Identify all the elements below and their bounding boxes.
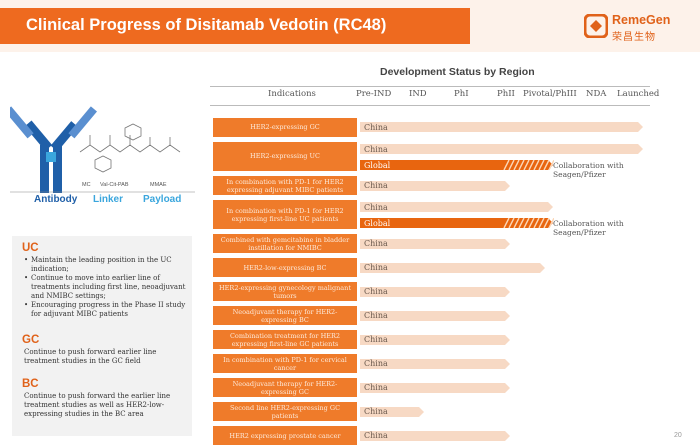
legend-payload: Payload	[143, 194, 182, 205]
region-label: China	[364, 407, 388, 417]
indication-box: HER2-expressing GC	[213, 118, 357, 137]
indication-box: HER2-expressing UC	[213, 142, 357, 171]
chem-label-vcpab: Val-Cit-PAB	[100, 182, 129, 188]
indication-box: Combination treatment for HER2 expressin…	[213, 330, 357, 350]
strategy-panel: UC Maintain the leading position in the …	[12, 236, 192, 436]
column-indications: Indications	[268, 89, 316, 99]
china-progress-bar	[360, 180, 510, 191]
china-progress-bar	[360, 286, 510, 297]
page-title: Clinical Progress of Disitamab Vedotin (…	[26, 16, 387, 34]
region-label: China	[364, 144, 388, 154]
collaboration-note: Collaboration with Seagen/Pfizer	[553, 161, 624, 179]
china-progress-bar	[360, 122, 643, 133]
gc-text: Continue to push forward earlier line tr…	[24, 348, 157, 365]
column-stage: IND	[409, 89, 427, 99]
adc-structure-illustration: MC Val-Cit-PAB MMAE	[10, 106, 195, 193]
bc-text: Continue to push forward the earlier lin…	[24, 392, 171, 418]
region-label: China	[364, 359, 388, 369]
china-progress-bar	[360, 406, 424, 417]
title-bar	[0, 8, 470, 44]
region-label: China	[364, 263, 388, 273]
china-progress-bar	[360, 310, 510, 321]
column-stage: PhI	[454, 89, 469, 99]
logo-text-cn: 荣昌生物	[612, 32, 656, 43]
indication-box: HER2-expressing gynecology malignant tum…	[213, 282, 357, 302]
indication-box: Neoadjuvant therapy for HER2-expressing …	[213, 306, 357, 326]
region-label: China	[364, 239, 388, 249]
china-progress-bar	[360, 334, 510, 345]
indication-box: HER2 expressing prostate cancer	[213, 426, 357, 446]
region-label: China	[364, 431, 388, 441]
region-label: China	[364, 122, 388, 132]
collaboration-note: Collaboration with Seagen/Pfizer	[553, 219, 624, 238]
china-progress-bar	[360, 382, 510, 393]
global-progress-bar	[360, 218, 554, 229]
uc-bullet-3: Encouraging progress in the Phase II stu…	[24, 301, 188, 319]
region-label: Global	[364, 218, 391, 228]
column-stage: Pre-IND	[356, 89, 392, 99]
chart-column-header	[210, 86, 650, 106]
indication-box: In combination with PD-1 for HER2 expres…	[213, 176, 357, 195]
region-label: China	[364, 311, 388, 321]
indication-box: HER2-low-expressing BC	[213, 258, 357, 278]
column-stage: PhII	[497, 89, 515, 99]
column-stage: Launched	[617, 89, 660, 99]
global-progress-bar	[360, 160, 554, 170]
region-label: China	[364, 181, 388, 191]
china-progress-bar	[360, 238, 510, 249]
column-stage: NDA	[586, 89, 607, 99]
china-progress-bar	[360, 262, 545, 273]
chem-label-mmae: MMAE	[150, 182, 167, 188]
indication-box: Neoadjuvant therapy for HER2-expressing …	[213, 378, 357, 398]
uc-bullet-1: Maintain the leading position in the UC …	[24, 256, 188, 274]
indication-box: In combination with PD-1 for HER2 expres…	[213, 200, 357, 230]
region-label: China	[364, 202, 388, 212]
page-number: 20	[674, 432, 682, 439]
uc-heading: UC	[22, 242, 39, 254]
company-logo: RemeGen 荣昌生物	[584, 12, 696, 43]
logo-text-en: RemeGen	[612, 13, 671, 27]
china-progress-bar	[360, 430, 510, 441]
indication-box: Combined with gemcitabine in bladder ins…	[213, 234, 357, 254]
linker-payload-chemical-icon	[79, 123, 181, 173]
legend-antibody: Antibody	[34, 194, 78, 205]
bc-heading: BC	[22, 378, 39, 390]
indication-box: Second line HER2-expressing GC patients	[213, 402, 357, 422]
legend-linker: Linker	[93, 194, 124, 205]
uc-bullets: Maintain the leading position in the UC …	[24, 256, 188, 319]
chem-label-mc: MC	[82, 182, 91, 188]
chart-title: Development Status by Region	[380, 66, 535, 78]
region-label: Global	[364, 160, 391, 170]
gc-heading: GC	[22, 334, 40, 346]
uc-bullet-2: Continue to move into earlier line of tr…	[24, 274, 188, 301]
indication-box: In combination with PD-1 for cervical ca…	[213, 354, 357, 374]
china-progress-bar	[360, 358, 510, 369]
region-label: China	[364, 383, 388, 393]
remegen-logo-icon	[584, 14, 608, 38]
china-progress-bar	[360, 202, 553, 213]
china-progress-bar	[360, 144, 643, 154]
column-stage: Pivotal/PhIII	[523, 89, 577, 99]
antibody-icon	[10, 106, 97, 193]
region-label: China	[364, 287, 388, 297]
region-label: China	[364, 335, 388, 345]
